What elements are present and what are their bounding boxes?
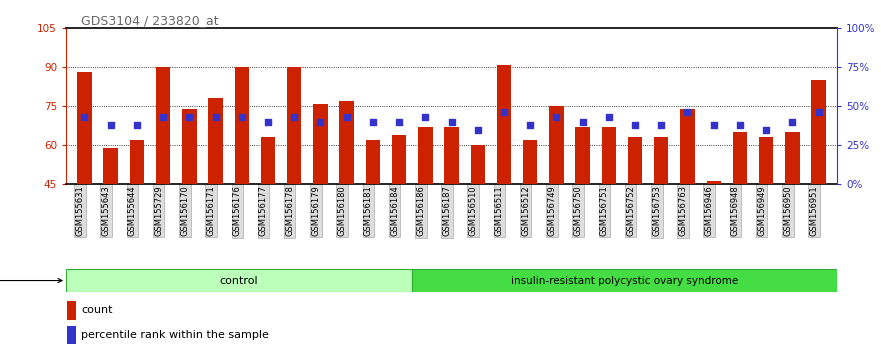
Point	[182, 114, 196, 120]
Point	[733, 122, 747, 128]
Bar	[575, 127, 589, 184]
Bar	[67, 326, 77, 344]
Bar	[182, 109, 196, 184]
Bar	[523, 140, 537, 184]
Bar	[628, 137, 642, 184]
Bar	[392, 135, 406, 184]
Text: GDS3104 / 233820_at: GDS3104 / 233820_at	[81, 14, 219, 27]
Point	[209, 114, 223, 120]
Point	[314, 119, 328, 125]
Bar	[366, 140, 380, 184]
Bar	[707, 182, 721, 184]
Bar	[759, 137, 774, 184]
Point	[550, 114, 564, 120]
Point	[811, 110, 825, 115]
Text: disease state: disease state	[0, 275, 62, 286]
Point	[575, 119, 589, 125]
Point	[628, 122, 642, 128]
Point	[78, 114, 92, 120]
Bar	[314, 104, 328, 184]
Bar	[497, 65, 511, 184]
Bar	[785, 132, 800, 184]
Bar	[733, 132, 747, 184]
Bar	[66, 269, 412, 292]
Point	[339, 114, 353, 120]
Bar	[418, 127, 433, 184]
Bar	[130, 140, 144, 184]
Bar	[412, 269, 837, 292]
Bar	[549, 106, 564, 184]
Point	[444, 119, 458, 125]
Bar	[67, 301, 77, 320]
Point	[470, 127, 485, 132]
Point	[602, 114, 616, 120]
Bar	[811, 80, 825, 184]
Bar	[103, 148, 118, 184]
Bar	[602, 127, 616, 184]
Bar	[234, 67, 249, 184]
Point	[655, 122, 669, 128]
Bar	[78, 73, 92, 184]
Bar	[444, 127, 459, 184]
Bar	[156, 67, 170, 184]
Point	[759, 127, 774, 132]
Bar	[470, 145, 485, 184]
Point	[366, 119, 380, 125]
Bar	[680, 109, 695, 184]
Point	[680, 110, 694, 115]
Point	[156, 114, 170, 120]
Bar	[208, 98, 223, 184]
Point	[707, 122, 721, 128]
Point	[785, 119, 799, 125]
Text: insulin-resistant polycystic ovary syndrome: insulin-resistant polycystic ovary syndr…	[511, 275, 738, 286]
Text: percentile rank within the sample: percentile rank within the sample	[81, 330, 270, 340]
Point	[497, 110, 511, 115]
Point	[234, 114, 248, 120]
Point	[418, 114, 433, 120]
Point	[130, 122, 144, 128]
Point	[261, 119, 275, 125]
Bar	[654, 137, 669, 184]
Text: control: control	[220, 275, 258, 286]
Point	[523, 122, 537, 128]
Bar	[261, 137, 275, 184]
Point	[287, 114, 301, 120]
Bar	[339, 101, 354, 184]
Point	[104, 122, 118, 128]
Text: count: count	[81, 305, 113, 315]
Bar	[287, 67, 301, 184]
Point	[392, 119, 406, 125]
